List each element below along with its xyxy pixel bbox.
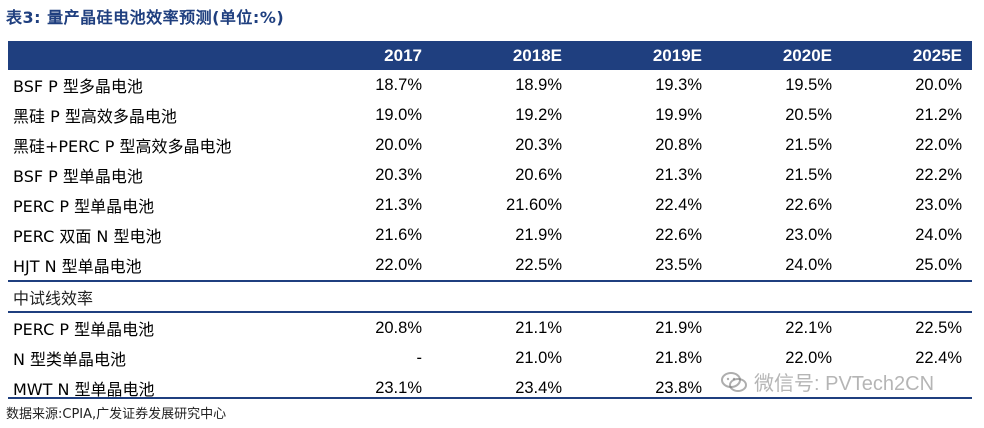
value-cell: 22.1% [785, 318, 832, 337]
row-label: 黑硅 P 型高效多晶电池 [13, 107, 177, 126]
value-cell: 21.9% [515, 225, 562, 244]
value-cell: 21.5% [785, 135, 832, 154]
value-cell: 20.3% [375, 165, 422, 184]
header-cell-2017: 2017 [384, 45, 422, 65]
section-divider [8, 280, 972, 282]
value-cell: 18.9% [515, 75, 562, 94]
watermark-text: 微信号: PVTech2CN [754, 373, 935, 395]
value-cell: 23.5% [655, 255, 702, 274]
row-label: HJT N 型单晶电池 [13, 257, 142, 276]
row-label: MWT N 型单晶电池 [13, 380, 155, 399]
value-cell: 21.3% [655, 165, 702, 184]
row-label: BSF P 型单晶电池 [13, 167, 143, 186]
value-cell: 20.8% [655, 135, 702, 154]
value-cell: 20.0% [375, 135, 422, 154]
value-cell: 24.0% [915, 225, 962, 244]
row-label: PERC 双面 N 型电池 [13, 227, 162, 246]
value-cell: 21.9% [655, 318, 702, 337]
value-cell: 22.4% [655, 195, 702, 214]
value-cell: 20.0% [915, 75, 962, 94]
table-row: 黑硅 P 型高效多晶电池 19.0% 19.2% 19.9% 20.5% 21.2% [8, 100, 972, 130]
row-label: 黑硅+PERC P 型高效多晶电池 [13, 137, 232, 156]
section-divider-bottom [8, 311, 972, 313]
value-cell: 21.1% [515, 318, 562, 337]
value-cell: 22.5% [915, 318, 962, 337]
value-cell: 23.4% [515, 378, 562, 397]
value-cell: 21.3% [375, 195, 422, 214]
section-row: 中试线效率 [8, 282, 972, 311]
value-cell: 25.0% [915, 255, 962, 274]
value-cell: 21.8% [655, 348, 702, 367]
value-cell: 23.1% [375, 378, 422, 397]
value-cell: 18.7% [375, 75, 422, 94]
table-row: BSF P 型多晶电池 18.7% 18.9% 19.3% 19.5% 20.0% [8, 70, 972, 100]
value-cell: 19.3% [655, 75, 702, 94]
table-row: PERC P 型单晶电池 20.8% 21.1% 21.9% 22.1% 22.5% [8, 313, 972, 343]
efficiency-table: 2017 2018E 2019E 2020E 2025E BSF P 型多晶电池… [8, 41, 972, 403]
value-cell: 19.5% [785, 75, 832, 94]
value-cell: 19.0% [375, 105, 422, 124]
row-label: N 型类单晶电池 [13, 350, 127, 369]
row-label: PERC P 型单晶电池 [13, 320, 155, 339]
value-cell: 22.0% [915, 135, 962, 154]
value-cell: 20.3% [515, 135, 562, 154]
table-row: N 型类单晶电池 - 21.0% 21.8% 22.0% 22.4% [8, 343, 972, 373]
value-cell: 20.6% [515, 165, 562, 184]
table-row: MWT N 型单晶电池 23.1% 23.4% 23.8% [8, 373, 972, 403]
table-row: HJT N 型单晶电池 22.0% 22.5% 23.5% 24.0% 25.0% [8, 250, 972, 280]
value-cell: 23.8% [655, 378, 702, 397]
wechat-watermark: 微信号: PVTech2CN [720, 367, 934, 396]
value-cell: 23.0% [785, 225, 832, 244]
table-row: BSF P 型单晶电池 20.3% 20.6% 21.3% 21.5% 22.2% [8, 160, 972, 190]
table-bottom-rule [8, 397, 972, 399]
table-title: 表3: 量产晶硅电池效率预测(单位:%) [6, 8, 285, 27]
value-cell: 21.6% [375, 225, 422, 244]
wechat-icon [721, 371, 747, 392]
value-cell: 20.5% [785, 105, 832, 124]
value-cell: - [416, 348, 423, 367]
value-cell: 22.5% [515, 255, 562, 274]
value-cell: 22.2% [915, 165, 962, 184]
row-label: BSF P 型多晶电池 [13, 77, 143, 96]
value-cell: 24.0% [785, 255, 832, 274]
value-cell: 21.2% [915, 105, 962, 124]
table-row: PERC 双面 N 型电池 21.6% 21.9% 22.6% 23.0% 24.0% [8, 220, 972, 250]
value-cell: 22.0% [785, 348, 832, 367]
row-label: PERC P 型单晶电池 [13, 197, 155, 216]
header-cell-2020e: 2020E [782, 45, 832, 65]
header-cell-2018e: 2018E [512, 45, 562, 65]
value-cell: 22.6% [655, 225, 702, 244]
table-header-row: 2017 2018E 2019E 2020E 2025E [8, 41, 972, 70]
header-cell-2025e: 2025E [912, 45, 962, 65]
header-cell-2019e: 2019E [652, 45, 702, 65]
value-cell: 20.8% [375, 318, 422, 337]
value-cell: 23.0% [915, 195, 962, 214]
value-cell: 22.6% [785, 195, 832, 214]
value-cell: 22.0% [375, 255, 422, 274]
value-cell: 19.2% [515, 105, 562, 124]
section-label: 中试线效率 [13, 288, 94, 308]
value-cell: 21.60% [506, 195, 562, 214]
value-cell: 21.0% [515, 348, 562, 367]
table-row: 黑硅+PERC P 型高效多晶电池 20.0% 20.3% 20.8% 21.5% 22.… [8, 130, 972, 160]
value-cell: 21.5% [785, 165, 832, 184]
value-cell: 22.4% [915, 348, 962, 367]
table-row: PERC P 型单晶电池 21.3% 21.60% 22.4% 22.6% 23.0% [8, 190, 972, 220]
source-note: 数据来源:CPIA,广发证券发展研究中心 [6, 407, 227, 422]
value-cell: 19.9% [655, 105, 702, 124]
